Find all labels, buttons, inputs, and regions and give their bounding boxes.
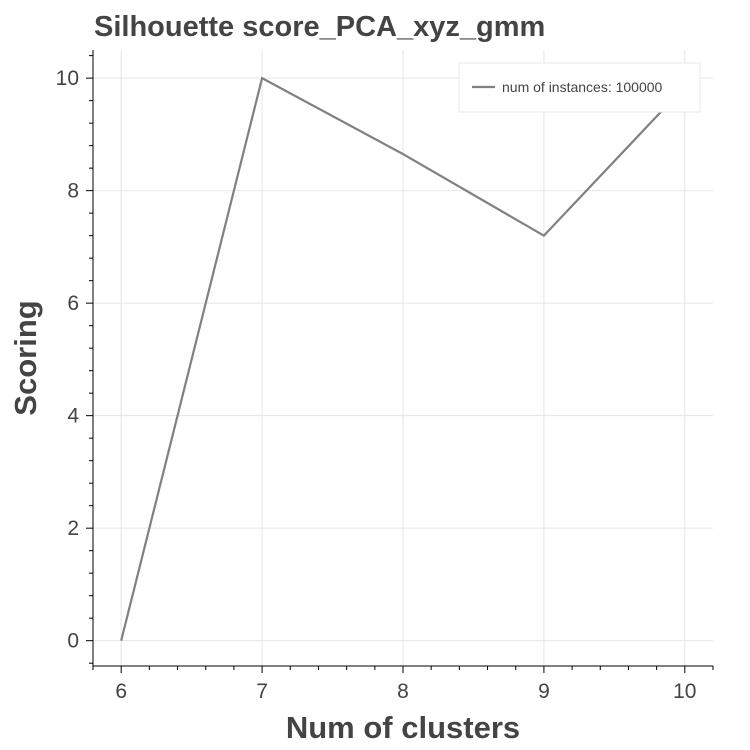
- minor-ticks: [89, 55, 714, 670]
- y-axis-label: Scoring: [8, 300, 43, 415]
- legend-box: [458, 62, 701, 113]
- x-tick-label: 8: [397, 680, 409, 703]
- y-tick-label: 8: [67, 180, 79, 203]
- y-tick-label: 10: [56, 67, 79, 90]
- y-tick-label: 4: [67, 405, 79, 428]
- y-tick-label: 6: [67, 292, 79, 315]
- y-tick-label: 0: [67, 630, 79, 653]
- chart-title: Silhouette score_PCA_xyz_gmm: [94, 11, 545, 43]
- x-tick-label: 10: [673, 680, 696, 703]
- grid: [93, 50, 713, 666]
- x-tick-label: 9: [538, 680, 550, 703]
- x-axis-label: Num of clusters: [286, 710, 520, 745]
- y-tick-label: 2: [67, 517, 79, 540]
- x-tick-labels: 6 7 8 9 10: [115, 680, 696, 703]
- series-line: [120, 76, 686, 641]
- major-ticks: [86, 77, 686, 673]
- x-tick-label: 7: [256, 680, 268, 703]
- legend-label: num of instances: 100000: [502, 79, 663, 95]
- legend: num of instances: 100000: [458, 62, 701, 113]
- x-tick-label: 6: [115, 680, 127, 703]
- y-tick-labels: 0 2 4 6 8 10: [56, 67, 80, 653]
